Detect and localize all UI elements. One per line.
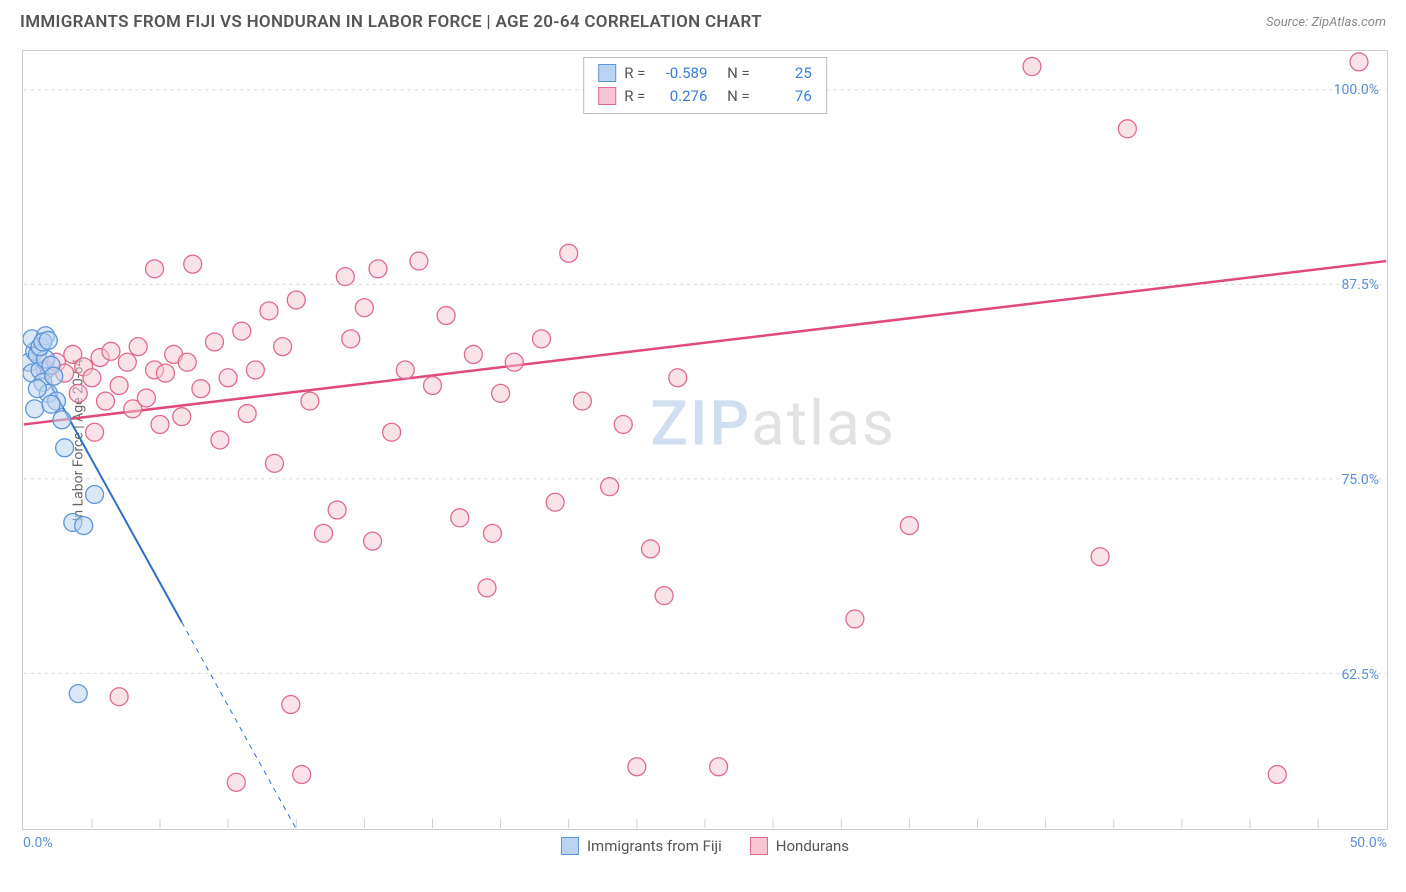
legend-swatch-fiji xyxy=(561,837,579,855)
x-axis-min-label: 0.0% xyxy=(23,835,53,851)
y-tick-label: 62.5% xyxy=(1341,667,1379,683)
correlation-stats-box: R = -0.589 N = 25 R = 0.276 N = 76 xyxy=(583,57,827,114)
y-tick-label: 87.5% xyxy=(1341,277,1379,293)
legend: Immigrants from Fiji Hondurans xyxy=(561,837,849,855)
n-value-fiji: 25 xyxy=(758,62,812,85)
stats-row-honduran: R = 0.276 N = 76 xyxy=(598,85,812,108)
x-axis-max-label: 50.0% xyxy=(1349,835,1387,851)
chart-title: IMMIGRANTS FROM FIJI VS HONDURAN IN LABO… xyxy=(20,12,762,32)
legend-item-fiji: Immigrants from Fiji xyxy=(561,837,722,855)
n-label: N = xyxy=(727,85,750,108)
swatch-honduran xyxy=(598,87,616,105)
chart-area: In Labor Force | Age 20-64 ZIPatlas R = … xyxy=(22,50,1388,830)
r-value-honduran: 0.276 xyxy=(653,85,707,108)
stats-row-fiji: R = -0.589 N = 25 xyxy=(598,62,812,85)
scatter-plot-svg xyxy=(23,51,1387,829)
source-name: ZipAtlas.com xyxy=(1311,15,1386,30)
legend-label-fiji: Immigrants from Fiji xyxy=(587,837,722,855)
legend-swatch-honduran xyxy=(750,837,768,855)
y-tick-label: 75.0% xyxy=(1341,472,1379,488)
legend-item-honduran: Hondurans xyxy=(750,837,849,855)
n-label: N = xyxy=(727,62,750,85)
n-value-honduran: 76 xyxy=(758,85,812,108)
y-tick-label: 100.0% xyxy=(1334,82,1379,98)
chart-header: IMMIGRANTS FROM FIJI VS HONDURAN IN LABO… xyxy=(0,0,1406,40)
source-prefix: Source: xyxy=(1266,15,1311,30)
r-label: R = xyxy=(624,62,645,85)
swatch-fiji xyxy=(598,64,616,82)
legend-label-honduran: Hondurans xyxy=(776,837,849,855)
source-attribution: Source: ZipAtlas.com xyxy=(1266,15,1386,30)
r-label: R = xyxy=(624,85,645,108)
r-value-fiji: -0.589 xyxy=(653,62,707,85)
